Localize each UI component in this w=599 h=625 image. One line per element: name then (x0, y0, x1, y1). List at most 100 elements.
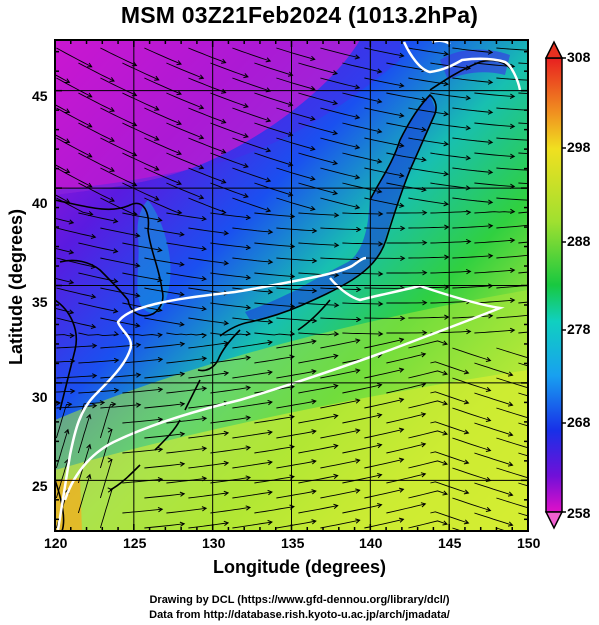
streamline-arrowhead-icon (509, 327, 516, 334)
streamline-arrowhead-icon (112, 248, 119, 254)
streamline-arrowhead-icon (378, 271, 384, 277)
streamline-arrowhead-icon (198, 104, 205, 110)
streamline-arrowhead-icon (198, 164, 205, 170)
streamline-arrowhead-icon (43, 445, 47, 450)
streamline-arrowhead-icon (398, 337, 405, 343)
streamline (144, 107, 182, 125)
streamline-arrowhead-icon (245, 330, 252, 337)
streamline-arrowhead-icon (442, 490, 448, 496)
streamline (122, 122, 159, 141)
streamline (320, 137, 360, 149)
streamline-arrowhead-icon (179, 341, 186, 347)
streamline (496, 137, 528, 141)
streamline (144, 317, 184, 326)
streamline (77, 414, 91, 454)
streamline-arrowhead-icon (377, 383, 383, 389)
streamline-arrowhead-icon (267, 259, 274, 265)
streamline-arrowhead-icon (509, 267, 516, 274)
streamline-arrowhead-icon (443, 171, 449, 177)
streamline-arrowhead-icon (287, 101, 294, 107)
streamline-arrowhead-icon (176, 120, 182, 126)
x-tick-label: 150 (517, 535, 541, 551)
streamline (210, 506, 251, 514)
streamline-arrowhead-icon (64, 108, 71, 113)
streamline-arrowhead-icon (333, 383, 339, 389)
axis-tick-marks (54, 40, 529, 531)
streamline-arrowhead-icon (179, 461, 186, 467)
y-tick-label: 40 (32, 195, 48, 211)
streamline-arrowhead-icon (223, 230, 230, 236)
streamline-arrowhead-icon (243, 133, 249, 139)
streamline-arrowhead-icon (398, 457, 405, 463)
streamline (298, 212, 339, 216)
streamline (320, 489, 360, 499)
streamline (430, 92, 471, 99)
streamline-arrowhead-icon (509, 153, 516, 159)
streamline-arrowhead-icon (223, 460, 230, 467)
streamline (56, 167, 92, 188)
streamline (518, 241, 528, 244)
streamline-arrowhead-icon (157, 417, 164, 423)
streamline (232, 107, 271, 122)
streamline-arrowhead-icon (444, 254, 450, 260)
streamline (452, 255, 493, 259)
streamline (386, 92, 426, 101)
streamline (254, 152, 293, 166)
streamline (254, 272, 295, 278)
streamline (474, 482, 513, 496)
streamline (100, 287, 140, 297)
streamline (408, 197, 448, 205)
streamline-arrowhead-icon (221, 148, 227, 154)
streamline (232, 227, 273, 233)
streamline-arrowhead-icon (68, 279, 75, 285)
streamline-arrowhead-icon (109, 197, 115, 202)
streamline-arrowhead-icon (91, 403, 98, 409)
streamline (518, 271, 528, 274)
streamline (144, 463, 185, 469)
streamline-arrowhead-icon (176, 209, 183, 215)
streamline-arrowhead-icon (442, 370, 448, 376)
streamline-arrowhead-icon (356, 286, 362, 293)
streamline (496, 497, 528, 509)
streamline-arrowhead-icon (333, 503, 339, 509)
streamline (78, 152, 115, 172)
streamline (342, 212, 383, 215)
streamline (320, 77, 360, 89)
y-tick-label: 30 (32, 389, 48, 405)
streamline-arrowhead-icon (64, 428, 70, 435)
streamline (386, 443, 426, 454)
streamline (122, 332, 162, 336)
streamline-arrowhead-icon (509, 297, 516, 304)
streamline (144, 523, 185, 529)
streamline (474, 239, 515, 244)
streamline (452, 197, 493, 203)
streamline-arrowhead-icon (179, 491, 186, 497)
streamline (166, 447, 207, 454)
streamline-arrowhead-icon (420, 472, 427, 478)
streamline (55, 74, 70, 83)
streamline-arrowhead-icon (421, 126, 427, 133)
streamline (166, 417, 207, 424)
streamline (144, 137, 182, 155)
streamline-arrowhead-icon (311, 369, 317, 375)
streamline (320, 317, 361, 321)
streamline (518, 422, 528, 427)
streamline-arrowhead-icon (135, 232, 141, 238)
streamline-arrowhead-icon (354, 84, 361, 90)
streamline-arrowhead-icon (245, 475, 252, 481)
streamline (232, 341, 272, 349)
streamline-arrowhead-icon (420, 442, 427, 448)
streamline-arrowhead-icon (378, 331, 384, 337)
streamline-arrowhead-icon (179, 231, 185, 237)
streamline-arrowhead-icon (333, 443, 339, 449)
streamline (474, 329, 515, 334)
streamline-arrowhead-icon (485, 416, 492, 422)
streamline (320, 227, 361, 231)
streamline (56, 227, 96, 238)
streamline (276, 370, 316, 379)
streamline-arrowhead-icon (355, 338, 361, 344)
streamline (364, 458, 404, 469)
streamline-arrowhead-icon (507, 461, 514, 467)
streamline-arrowhead-icon (154, 135, 160, 141)
streamline (232, 137, 271, 152)
